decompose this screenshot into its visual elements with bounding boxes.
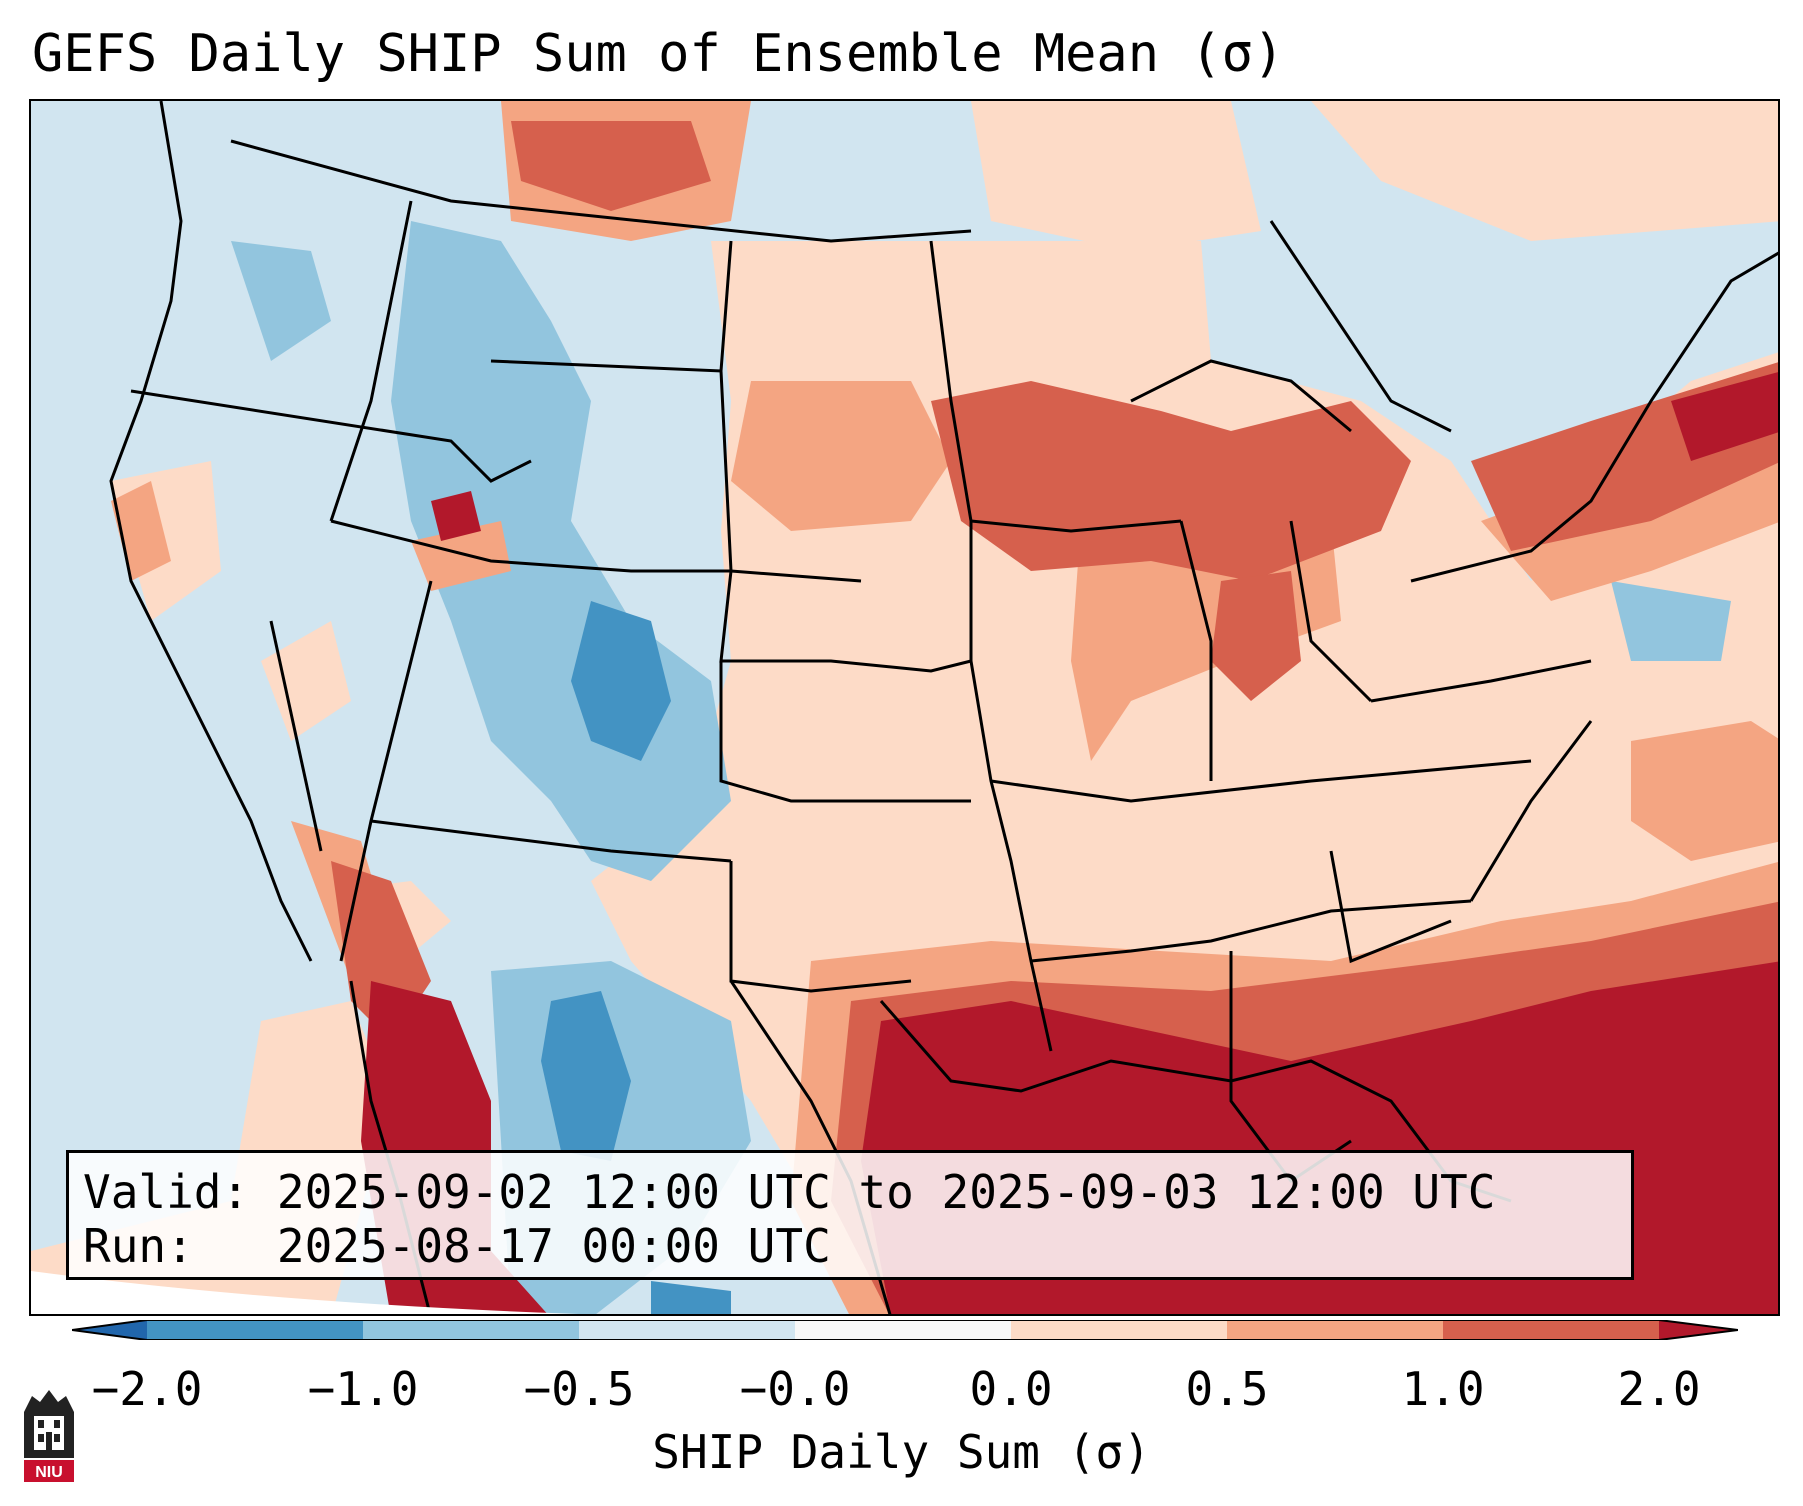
- colorbar-max-arrow: [1659, 1320, 1738, 1340]
- valid-run-box: Valid: 2025-09-02 12:00 UTC to 2025-09-0…: [66, 1150, 1634, 1280]
- map-panel[interactable]: [29, 99, 1780, 1316]
- tick-label-5: 0.0: [969, 1362, 1053, 1416]
- svg-text:NIU: NIU: [35, 1464, 63, 1481]
- colorbar-segment-5: [1011, 1320, 1227, 1340]
- colorbar-segment-2: [363, 1320, 579, 1340]
- anomaly-field: [31, 101, 1778, 1314]
- tick-label-6: 0.5: [1185, 1362, 1269, 1416]
- colorbar-segment-4: [795, 1320, 1011, 1340]
- colorbar-segment-1: [147, 1320, 363, 1340]
- valid-label: Valid:: [83, 1165, 250, 1219]
- colorbar: [72, 1320, 1738, 1340]
- run-row: Run: 2025-08-17 00:00 UTC: [83, 1219, 1617, 1273]
- tick-label-7: 1.0: [1401, 1362, 1485, 1416]
- colorbar-label: SHIP Daily Sum (σ): [652, 1425, 1151, 1479]
- colorbar-segment-6: [1227, 1320, 1443, 1340]
- tick-label-1: −2.0: [91, 1362, 203, 1416]
- tick-label-3: −0.5: [523, 1362, 635, 1416]
- strong-negative-regions: [541, 601, 731, 1314]
- valid-row: Valid: 2025-09-02 12:00 UTC to 2025-09-0…: [83, 1165, 1617, 1219]
- projection-edge: [31, 1271, 579, 1314]
- state-borders: [109, 101, 1778, 1314]
- valid-value: 2025-09-02 12:00 UTC to 2025-09-03 12:00…: [276, 1165, 1496, 1219]
- niu-logo: NIU: [24, 1390, 74, 1482]
- tick-label-4: −0.0: [739, 1362, 851, 1416]
- colorbar-segment-7: [1443, 1320, 1659, 1340]
- colorbar-min-arrow: [72, 1320, 147, 1340]
- run-value: 2025-08-17 00:00 UTC: [276, 1219, 831, 1273]
- run-label: Run:: [83, 1219, 194, 1273]
- tick-label-2: −1.0: [307, 1362, 419, 1416]
- colorbar-segment-3: [579, 1320, 795, 1340]
- tick-label-8: 2.0: [1617, 1362, 1701, 1416]
- chart-title: GEFS Daily SHIP Sum of Ensemble Mean (σ): [32, 24, 1285, 84]
